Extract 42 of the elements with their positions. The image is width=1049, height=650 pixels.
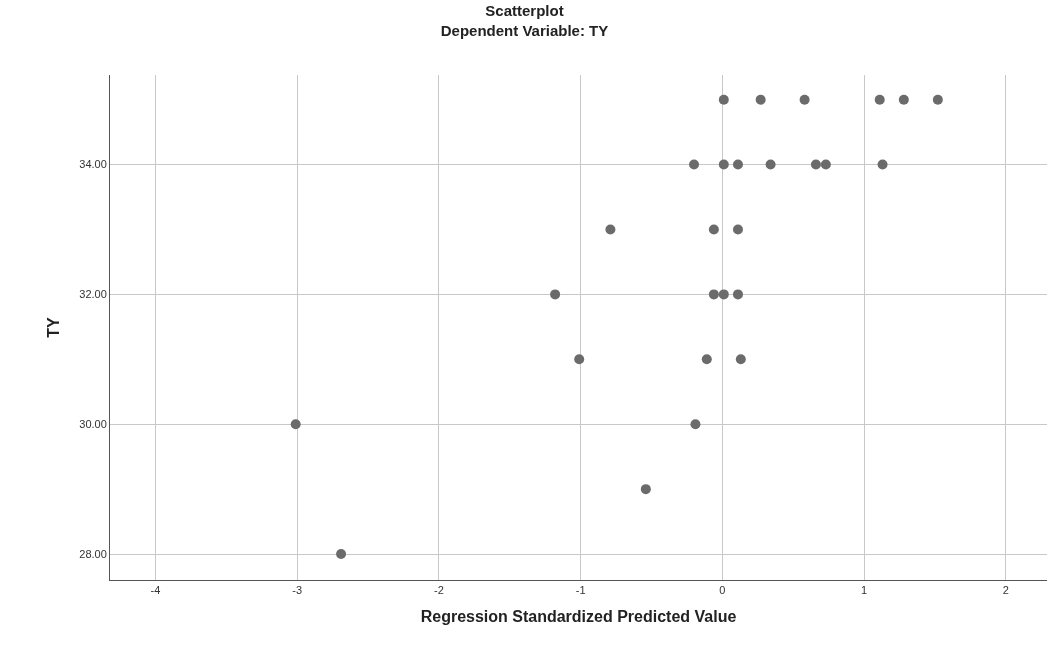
point — [550, 289, 561, 300]
point — [765, 159, 776, 170]
point — [290, 419, 301, 430]
x-tick-label: -4 — [150, 584, 161, 597]
point — [810, 159, 821, 170]
point — [732, 224, 743, 235]
x-tick-label: -3 — [292, 584, 303, 597]
chart-title: Scatterplot — [485, 2, 564, 20]
y-tick-label: 30.00 — [79, 418, 107, 431]
point — [640, 484, 651, 495]
point — [932, 94, 943, 105]
y-tick-label: 32.00 — [79, 288, 107, 301]
point — [799, 94, 810, 105]
point — [732, 289, 743, 300]
point — [718, 289, 729, 300]
x-tick-label: 0 — [719, 584, 726, 597]
y-tick-label: 34.00 — [79, 158, 107, 171]
point — [708, 224, 719, 235]
point — [605, 224, 616, 235]
x-axis-title: Regression Standardized Predicted Value — [420, 607, 737, 625]
point — [690, 419, 701, 430]
point — [735, 354, 746, 365]
y-tick-label: 28.00 — [79, 547, 107, 560]
point — [718, 159, 729, 170]
chart-subtitle: Dependent Variable: TY — [440, 21, 609, 39]
point — [689, 159, 700, 170]
point — [755, 94, 766, 105]
point — [701, 354, 712, 365]
point — [718, 94, 729, 105]
point — [820, 159, 831, 170]
point — [574, 354, 585, 365]
point — [898, 94, 909, 105]
x-tick-label: 1 — [861, 584, 868, 597]
y-axis-title: TY — [45, 316, 63, 338]
x-tick-label: -2 — [433, 584, 444, 597]
point — [874, 94, 885, 105]
point — [732, 159, 743, 170]
point — [336, 549, 347, 560]
x-tick-label: -1 — [575, 584, 586, 597]
point — [877, 159, 888, 170]
point — [708, 289, 719, 300]
x-tick-label: 2 — [1002, 584, 1009, 597]
